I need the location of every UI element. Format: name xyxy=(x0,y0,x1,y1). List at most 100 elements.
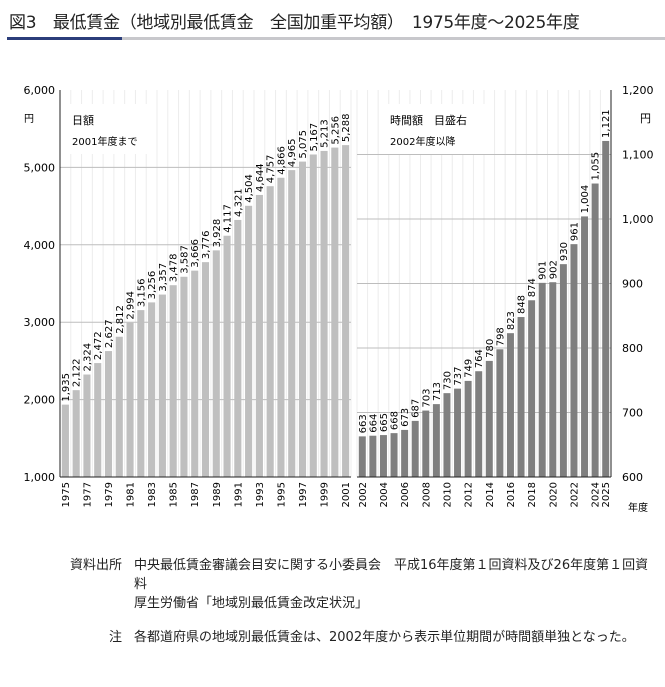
data-label-1980: 2,812 xyxy=(115,305,126,334)
bar-1982 xyxy=(137,310,145,477)
data-label-2024: 1,055 xyxy=(591,152,602,181)
x-tick-label-2024: 2024 xyxy=(591,482,602,507)
bar-2023 xyxy=(581,216,589,478)
bar-1995 xyxy=(277,177,285,477)
bar-1985 xyxy=(169,285,177,477)
bar-2019 xyxy=(538,282,546,477)
x-axis-unit-label: 年度 xyxy=(628,501,648,514)
x-tick-label-1987: 1987 xyxy=(190,482,201,507)
bar-1976 xyxy=(72,390,80,477)
y-tick-label-right: 700 xyxy=(622,407,643,420)
data-label-1991: 4,321 xyxy=(233,188,244,217)
x-tick-label-2012: 2012 xyxy=(464,482,475,507)
y-tick-label-left: 3,000 xyxy=(24,316,56,329)
bar-1997 xyxy=(298,161,307,477)
bar-1988 xyxy=(201,262,210,477)
legend-background xyxy=(385,104,485,154)
data-label-1998: 5,167 xyxy=(309,123,320,152)
bar-2000 xyxy=(331,147,339,477)
data-label-2009: 713 xyxy=(432,382,443,401)
data-label-2010: 730 xyxy=(442,371,453,390)
data-label-2011: 737 xyxy=(453,367,464,386)
x-tick-label-2010: 2010 xyxy=(442,482,453,507)
data-label-2001: 5,288 xyxy=(341,113,352,142)
data-label-2012: 749 xyxy=(464,359,475,378)
data-label-2015: 798 xyxy=(495,327,506,346)
data-label-1983: 3,256 xyxy=(147,271,158,300)
x-tick-label-1997: 1997 xyxy=(298,482,309,507)
x-tick-label-1989: 1989 xyxy=(212,482,223,507)
x-tick-label-1981: 1981 xyxy=(126,482,137,507)
data-label-2021: 930 xyxy=(559,242,570,261)
bar-2025 xyxy=(602,140,610,477)
data-label-2000: 5,256 xyxy=(330,116,341,145)
bar-2005 xyxy=(390,433,398,477)
source-text-2: 厚生労働省「地域別最低賃金改定状況」 xyxy=(134,596,369,611)
data-label-1976: 2,122 xyxy=(72,359,83,388)
bar-2018 xyxy=(528,300,536,477)
x-tick-label-1985: 1985 xyxy=(169,482,180,507)
bar-1977 xyxy=(83,374,91,477)
y-tick-label-right: 900 xyxy=(622,278,643,291)
data-label-2006: 673 xyxy=(400,408,411,427)
x-tick-label-2016: 2016 xyxy=(506,482,517,507)
bar-1989 xyxy=(212,250,220,477)
data-label-1975: 1,935 xyxy=(61,373,72,402)
bar-1979 xyxy=(104,351,113,477)
bar-2016 xyxy=(506,333,514,477)
bar-1993 xyxy=(255,194,263,477)
data-label-1984: 3,357 xyxy=(158,263,169,292)
y-tick-label-left: 1,000 xyxy=(24,471,56,484)
data-label-1987: 3,666 xyxy=(190,239,201,268)
x-tick-label-1983: 1983 xyxy=(147,482,158,507)
bar-1978 xyxy=(94,363,102,477)
data-label-2007: 687 xyxy=(411,399,422,418)
data-label-2003: 664 xyxy=(368,414,379,433)
bar-1996 xyxy=(288,170,296,477)
x-tick-label-1975: 1975 xyxy=(61,482,72,507)
legend-sublabel: 2002年度以降 xyxy=(390,135,455,148)
data-label-2014: 780 xyxy=(485,339,496,358)
data-label-2008: 703 xyxy=(421,388,432,407)
bar-1984 xyxy=(158,294,166,477)
bar-1987 xyxy=(191,270,199,477)
data-label-1989: 3,928 xyxy=(212,219,223,248)
data-label-2002: 663 xyxy=(358,414,369,433)
bar-2001 xyxy=(342,145,350,477)
data-label-1996: 4,965 xyxy=(287,138,298,167)
data-label-1982: 3,156 xyxy=(136,278,147,307)
data-label-2020: 902 xyxy=(548,260,559,279)
x-tick-label-1999: 1999 xyxy=(320,482,331,507)
y-tick-label-left: 6,000 xyxy=(24,84,56,97)
y-tick-label-left: 5,000 xyxy=(24,161,56,174)
bar-2012 xyxy=(464,380,472,477)
data-label-2025: 1,121 xyxy=(601,109,612,138)
bar-1980 xyxy=(115,336,123,477)
x-tick-label-2025: 2025 xyxy=(601,482,612,507)
legend-sublabel: 2001年度まで xyxy=(72,135,137,148)
data-label-1981: 2,994 xyxy=(126,291,137,320)
bar-2007 xyxy=(411,420,419,477)
bar-1991 xyxy=(234,219,242,478)
footnote-label: 注 xyxy=(108,630,122,645)
y-tick-label-left: 2,000 xyxy=(24,394,56,407)
bar-2010 xyxy=(443,393,451,477)
bar-1981 xyxy=(126,322,134,477)
x-tick-label-2001: 2001 xyxy=(341,482,352,507)
data-label-1993: 4,644 xyxy=(255,163,266,192)
data-label-1997: 5,075 xyxy=(298,130,309,159)
legend-background xyxy=(68,104,148,154)
footnote-text: 各都道府県の地域別最低賃金は、2002年度から表示単位期間が時間額単独となった。 xyxy=(134,630,635,645)
bar-1998 xyxy=(309,154,317,478)
x-tick-label-2004: 2004 xyxy=(379,482,390,507)
data-label-1986: 3,587 xyxy=(179,245,190,274)
x-tick-label-2008: 2008 xyxy=(421,482,432,507)
bar-2004 xyxy=(379,435,387,477)
data-label-1977: 2,324 xyxy=(82,343,93,372)
data-label-1985: 3,478 xyxy=(169,254,180,283)
data-label-1995: 4,866 xyxy=(276,146,287,175)
bar-1986 xyxy=(180,276,188,477)
y-tick-label-right: 1,000 xyxy=(622,213,654,226)
y-tick-label-left: 4,000 xyxy=(24,239,56,252)
